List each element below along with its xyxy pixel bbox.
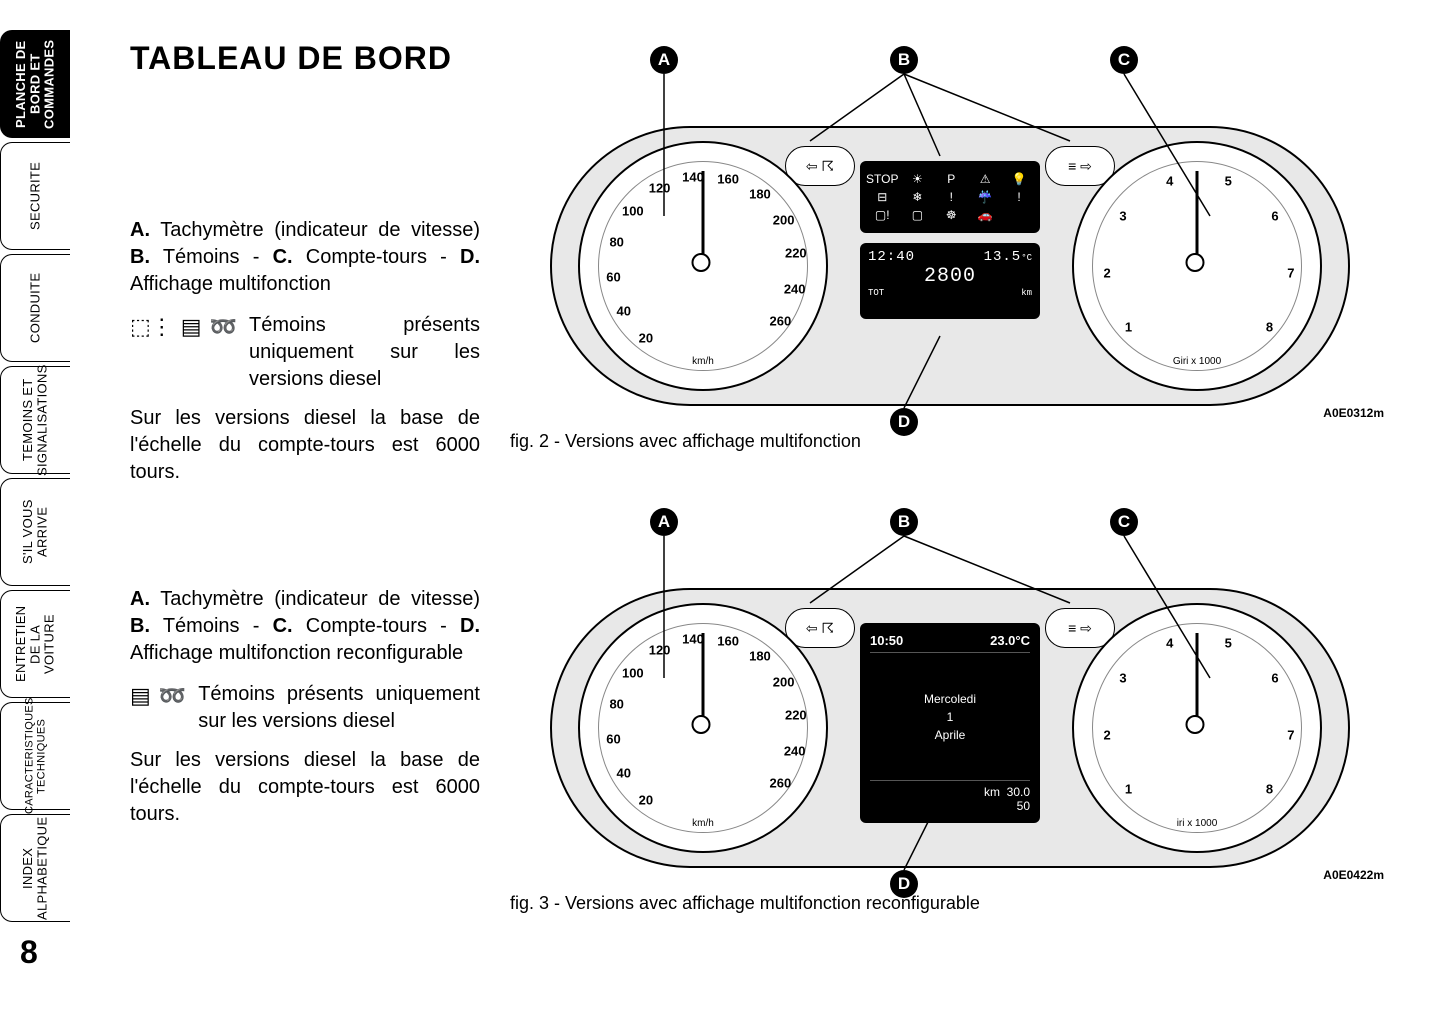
coil-icon: ➿ xyxy=(210,314,237,340)
sidebar-tabs: PLANCHE DE BORD ET COMMANDES SECURITE CO… xyxy=(0,30,90,950)
glow-plug-icon: ⬚⋮ xyxy=(130,314,173,340)
tab-securite[interactable]: SECURITE xyxy=(0,142,70,250)
callout-b: B xyxy=(890,46,918,74)
page-title: TABLEAU DE BORD xyxy=(130,40,480,77)
callout-d: D xyxy=(890,408,918,436)
callout-a: A xyxy=(650,46,678,74)
tab-index[interactable]: INDEX ALPHABETIQUE xyxy=(0,814,70,922)
legend-1: A. Tachymètre (indicateur de vitesse) B.… xyxy=(130,217,480,298)
diesel-para-2: Sur les versions diesel la base de l'éch… xyxy=(130,747,480,828)
tab-caracteristiques[interactable]: CARACTERISTIQUES TECHNIQUES xyxy=(0,702,70,810)
page-number: 8 xyxy=(20,934,38,971)
callout-c-2: C xyxy=(1110,508,1138,536)
filter-icon: ▤ xyxy=(130,683,151,709)
tab-planche-de-bord[interactable]: PLANCHE DE BORD ET COMMANDES xyxy=(0,30,70,138)
callout-d-2: D xyxy=(890,870,918,898)
tab-conduite[interactable]: CONDUITE xyxy=(0,254,70,362)
tab-sil-vous-arrive[interactable]: S'IL VOUS ARRIVE xyxy=(0,478,70,586)
diesel-para-1: Sur les versions diesel la base de l'éch… xyxy=(130,405,480,486)
text-content: TABLEAU DE BORD A. Tachymètre (indicateu… xyxy=(130,40,480,842)
figure-area: A B C D ⇦ ☈ ≡ ⇨ km/h 2040608010012014016… xyxy=(510,46,1410,958)
callout-c: C xyxy=(1110,46,1138,74)
callout-b-2: B xyxy=(890,508,918,536)
tab-entretien[interactable]: ENTRETIEN DE LA VOITURE xyxy=(0,590,70,698)
coil-icon: ➿ xyxy=(159,683,186,709)
diesel-note-2: ▤ ➿ Témoins présents uniquement sur les … xyxy=(130,681,480,735)
legend-2: A. Tachymètre (indicateur de vitesse) B.… xyxy=(130,586,480,667)
callout-a-2: A xyxy=(650,508,678,536)
tab-temoins[interactable]: TEMOINS ET SIGNALISATIONS xyxy=(0,366,70,474)
filter-icon: ▤ xyxy=(181,314,202,340)
figure-2: A B C D ⇦ ☈ ≡ ⇨ km/h 2040608010012014016… xyxy=(510,508,1390,928)
diesel-note-1: ⬚⋮ ▤ ➿ Témoins présents uniquement sur l… xyxy=(130,312,480,393)
figure-1: A B C D ⇦ ☈ ≡ ⇨ km/h 2040608010012014016… xyxy=(510,46,1390,466)
